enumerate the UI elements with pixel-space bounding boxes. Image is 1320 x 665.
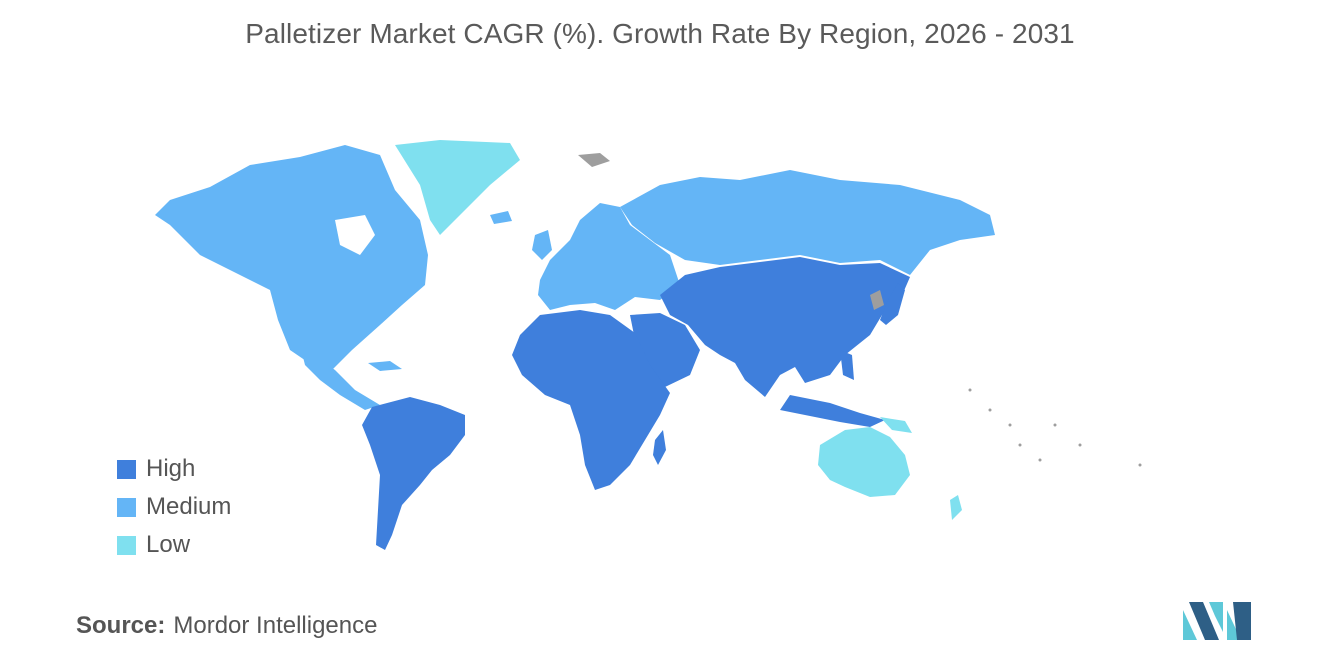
region-central-america: [300, 345, 380, 410]
region-greenland: [395, 140, 520, 235]
hudson-bay: [335, 215, 375, 255]
legend-swatch-high: [117, 459, 136, 479]
legend-label-medium: Medium: [146, 493, 232, 520]
region-madagascar: [653, 430, 666, 465]
region-iceland: [490, 211, 512, 224]
legend-label-high: High: [146, 455, 196, 482]
region-png: [880, 417, 912, 433]
region-south-america: [362, 397, 465, 550]
legend-item-high: High: [117, 450, 231, 488]
legend: High Medium Low: [117, 450, 231, 564]
legend-swatch-medium: [117, 497, 136, 517]
chart-title: Palletizer Market CAGR (%). Growth Rate …: [245, 18, 1075, 49]
region-north-america: [155, 145, 428, 370]
region-southeast-asia-islands: [780, 395, 885, 427]
pacific-islands: [968, 388, 1142, 467]
region-korea: [870, 290, 884, 310]
source-line: Source: Mordor Intelligence: [76, 612, 377, 640]
world-map: [140, 125, 1180, 565]
legend-item-low: Low: [117, 526, 231, 564]
legend-swatch-low: [117, 535, 136, 555]
region-australia: [818, 427, 910, 497]
region-japan: [880, 283, 905, 325]
mordor-intelligence-logo-icon: [1183, 602, 1251, 640]
legend-item-medium: Medium: [117, 488, 231, 526]
region-russia: [620, 170, 995, 275]
region-asia: [660, 257, 910, 397]
region-europe: [538, 203, 680, 310]
region-philippines: [840, 350, 854, 380]
legend-label-low: Low: [146, 531, 191, 558]
region-svalbard: [578, 153, 610, 167]
region-new-zealand: [950, 495, 962, 520]
region-caribbean: [368, 361, 402, 371]
region-uk: [532, 230, 552, 260]
source-value: Mordor Intelligence: [173, 612, 378, 639]
source-label: Source:: [76, 612, 166, 639]
region-africa: [512, 310, 670, 490]
